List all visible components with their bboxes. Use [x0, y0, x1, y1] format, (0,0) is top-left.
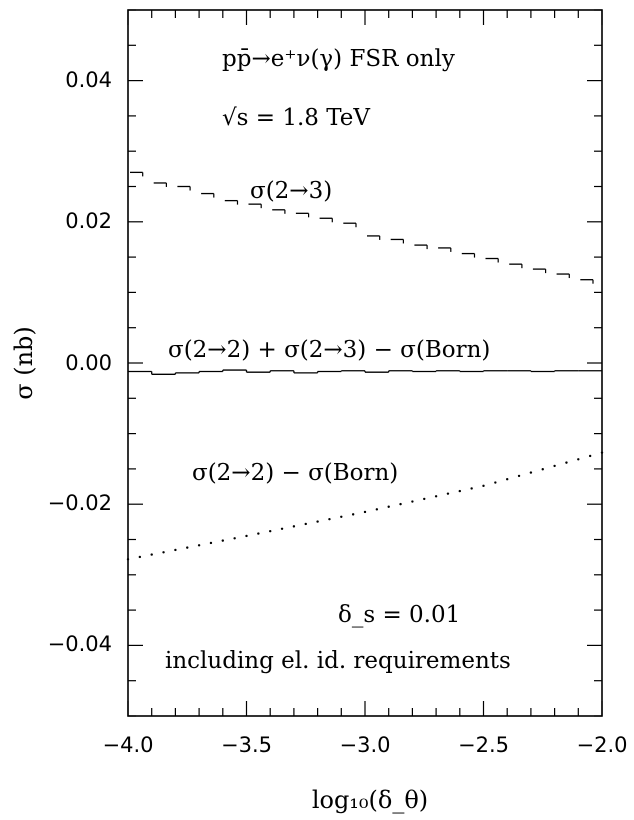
data-point	[588, 454, 592, 458]
data-point	[351, 513, 355, 516]
series-layer	[126, 171, 604, 561]
data-point	[553, 464, 556, 468]
data-point	[304, 522, 307, 526]
x-tick-label: −3.0	[340, 733, 391, 757]
data-point	[399, 502, 402, 506]
data-point	[174, 548, 177, 552]
process-label: pp̄→e⁺ν(γ) FSR only	[222, 46, 455, 72]
energy-label: √s = 1.8 TeV	[222, 105, 370, 131]
data-point	[328, 517, 331, 521]
series-1	[128, 369, 602, 375]
data-point	[257, 532, 260, 535]
requirements-label: including el. id. requirements	[165, 648, 511, 674]
y-tick-label: 0.00	[65, 351, 112, 375]
delta-s-label: δ_s = 0.01	[338, 602, 460, 628]
data-point	[209, 541, 213, 545]
annotations: pp̄→e⁺ν(γ) FSR only √s = 1.8 TeV σ(2→3) …	[165, 46, 511, 674]
data-point	[482, 484, 485, 488]
x-tick-label: −2.5	[458, 733, 509, 757]
data-point	[423, 497, 426, 501]
data-point	[387, 505, 390, 508]
x-tick-labels: −4.0 −3.5 −3.0 −2.5 −2.0	[103, 733, 628, 757]
data-point	[221, 539, 224, 542]
data-point	[280, 527, 284, 530]
data-point	[434, 495, 438, 498]
data-point	[529, 471, 533, 474]
y-tick-label: −0.02	[48, 491, 112, 515]
data-point	[446, 492, 450, 495]
data-point	[494, 481, 497, 484]
data-point	[233, 537, 236, 540]
data-point	[577, 458, 580, 461]
data-point	[541, 468, 544, 471]
y-tick-label: −0.04	[48, 632, 112, 656]
series-label-2to3: σ(2→3)	[250, 178, 332, 204]
series-0	[130, 171, 594, 284]
data-point	[363, 510, 367, 514]
data-point	[340, 515, 343, 518]
data-point	[292, 525, 296, 528]
y-tick-label: 0.02	[65, 209, 112, 233]
data-point	[517, 474, 521, 478]
y-axis-label: σ (nb)	[10, 326, 38, 400]
x-tick-label: −3.5	[221, 733, 272, 757]
data-point	[565, 461, 568, 464]
data-point	[197, 544, 201, 547]
series-label-2to2-minus-born: σ(2→2) − σ(Born)	[192, 460, 398, 486]
plot-frame	[127, 9, 603, 717]
data-point	[375, 508, 379, 511]
data-point	[150, 553, 153, 556]
x-tick-label: −4.0	[103, 733, 154, 757]
data-point	[138, 555, 142, 559]
data-point	[411, 500, 414, 503]
data-point	[162, 551, 165, 554]
x-axis-label: log₁₀(δ_θ)	[312, 786, 428, 814]
data-point	[470, 487, 473, 490]
data-point	[506, 478, 509, 481]
series-label-sum: σ(2→2) + σ(2→3) − σ(Born)	[168, 337, 490, 363]
y-tick-label: 0.04	[65, 68, 112, 92]
data-point	[316, 520, 319, 523]
x-tick-label: −2.0	[577, 733, 628, 757]
data-point	[245, 534, 248, 538]
y-tick-labels: −0.04 −0.02 0.00 0.02 0.04	[48, 68, 112, 656]
data-point	[458, 489, 461, 493]
data-point	[269, 529, 272, 533]
data-point	[186, 546, 189, 549]
